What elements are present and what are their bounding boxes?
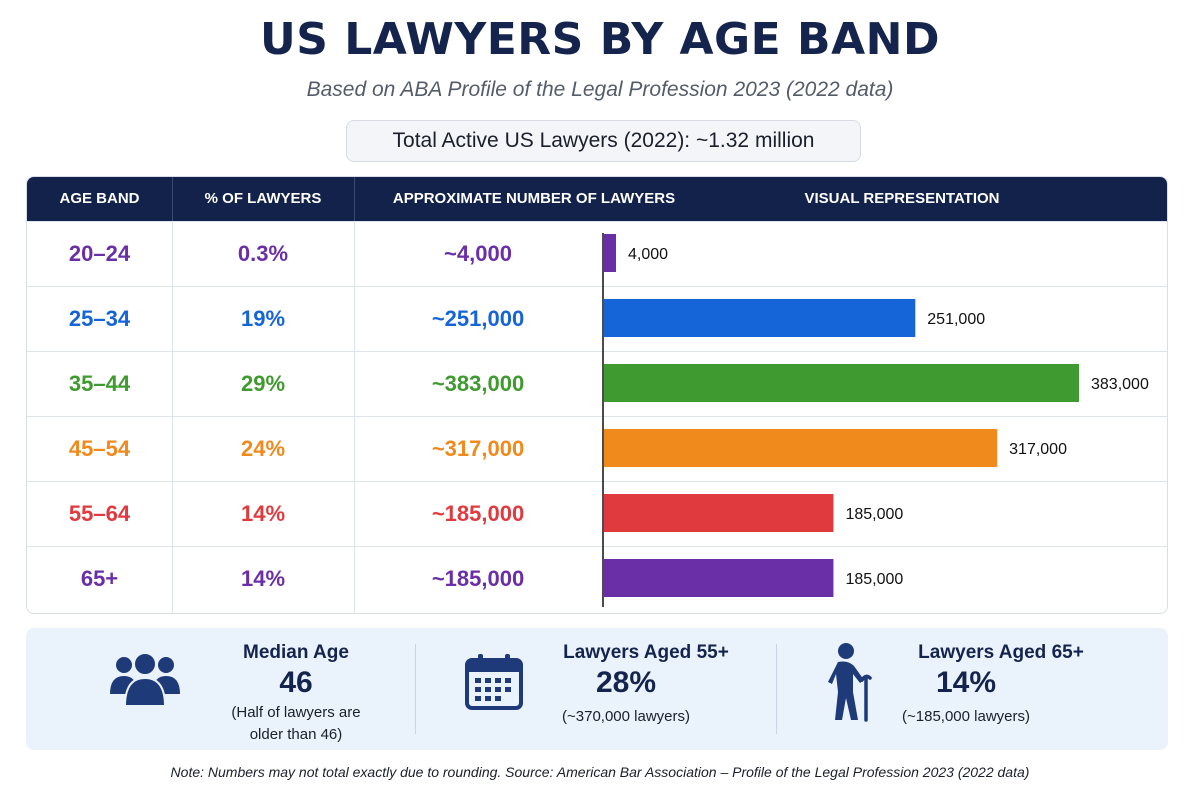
approx-number-cell: ~251,000 (431, 306, 525, 331)
approx-number-cell: ~185,000 (431, 566, 525, 591)
percent-cell: 14% (240, 566, 286, 591)
total-lawyers-text: Total Active US Lawyers (2022): ~1.32 mi… (392, 129, 815, 152)
bar-65+ (604, 559, 834, 597)
stat-aged-65-value: 14% (935, 666, 997, 699)
stat-aged-65-title: Lawyers Aged 65+ (918, 642, 1084, 663)
approx-number-cell: ~4,000 (444, 241, 512, 266)
bar-45–54 (604, 429, 998, 467)
percent-cell: 0.3% (237, 241, 289, 266)
percent-cell: 29% (240, 371, 286, 396)
age-band-cell: 55–64 (68, 501, 131, 526)
stat-note-line: (Half of lawyers are (231, 704, 361, 721)
table-row: 45–54 24% ~317,000 (27, 416, 1167, 480)
stat-note-line: older than 46) (249, 726, 343, 743)
approx-number-cell: ~383,000 (431, 371, 525, 396)
page-title: US LAWYERS BY AGE BAND (260, 14, 940, 65)
header-visual: VISUAL REPRESENTATION (804, 190, 1000, 207)
approx-number-cell: ~185,000 (431, 501, 525, 526)
stat-aged-65-note: (~185,000 lawyers) (902, 708, 1030, 725)
stat-aged-55-note: (~370,000 lawyers) (562, 708, 690, 725)
age-band-cell: 35–44 (68, 371, 131, 396)
bar-value-label: 317,000 (1009, 441, 1067, 458)
header-age-band: AGE BAND (59, 190, 140, 207)
people-group-icon (110, 652, 180, 707)
bar-value-label: 383,000 (1091, 376, 1149, 393)
age-band-cell: 65+ (80, 566, 119, 591)
elderly-person-cane-icon (828, 643, 872, 722)
page-subtitle: Based on ABA Profile of the Legal Profes… (306, 78, 894, 101)
table-header: AGE BAND % OF LAWYERS APPROXIMATE NUMBER… (27, 177, 1167, 221)
bar-value-label: 251,000 (927, 311, 985, 328)
calendar-icon (465, 654, 523, 710)
header-approx-number: APPROXIMATE NUMBER OF LAWYERS (392, 190, 676, 207)
age-band-cell: 25–34 (68, 306, 131, 331)
table-row: 35–44 29% ~383,000 (27, 351, 1167, 415)
bar-chart: 4,000 251,000 383,000 317,000 185,000 185,000 (602, 233, 1149, 607)
age-band-table: AGE BAND % OF LAWYERS APPROXIMATE NUMBER… (26, 176, 1168, 614)
bar-55–64 (604, 494, 834, 532)
percent-cell: 19% (240, 306, 286, 331)
summary-stats-panel: Median Age 46 (Half of lawyers are older… (26, 628, 1168, 750)
header-percent: % OF LAWYERS (204, 190, 322, 207)
bar-value-label: 185,000 (845, 571, 903, 588)
stat-median-age-value: 46 (279, 666, 313, 699)
table-row: 55–64 14% ~185,000 (27, 481, 1167, 545)
bar-value-label: 4,000 (628, 246, 668, 263)
bar-25–34 (604, 299, 916, 337)
age-band-cell: 45–54 (68, 436, 131, 461)
table-row: 20–24 0.3% ~4,000 (27, 221, 1167, 285)
source-footnote: Note: Numbers may not total exactly due … (170, 764, 1030, 780)
table-row: 25–34 19% ~251,000 (27, 286, 1167, 350)
bar-35–44 (604, 364, 1079, 402)
stat-aged-55-value: 28% (595, 666, 657, 699)
total-lawyers-badge: Total Active US Lawyers (2022): ~1.32 mi… (346, 120, 861, 162)
age-band-cell: 20–24 (68, 241, 131, 266)
stat-aged-55-title: Lawyers Aged 55+ (563, 642, 729, 663)
percent-cell: 14% (240, 501, 286, 526)
table-row: 65+ 14% ~185,000 (27, 546, 1167, 610)
approx-number-cell: ~317,000 (431, 436, 525, 461)
bar-20–24 (604, 234, 616, 272)
bar-value-label: 185,000 (845, 506, 903, 523)
percent-cell: 24% (240, 436, 286, 461)
stat-median-age-title: Median Age (243, 642, 349, 663)
stat-median-age-note: (Half of lawyers are older than 46) (176, 702, 416, 746)
